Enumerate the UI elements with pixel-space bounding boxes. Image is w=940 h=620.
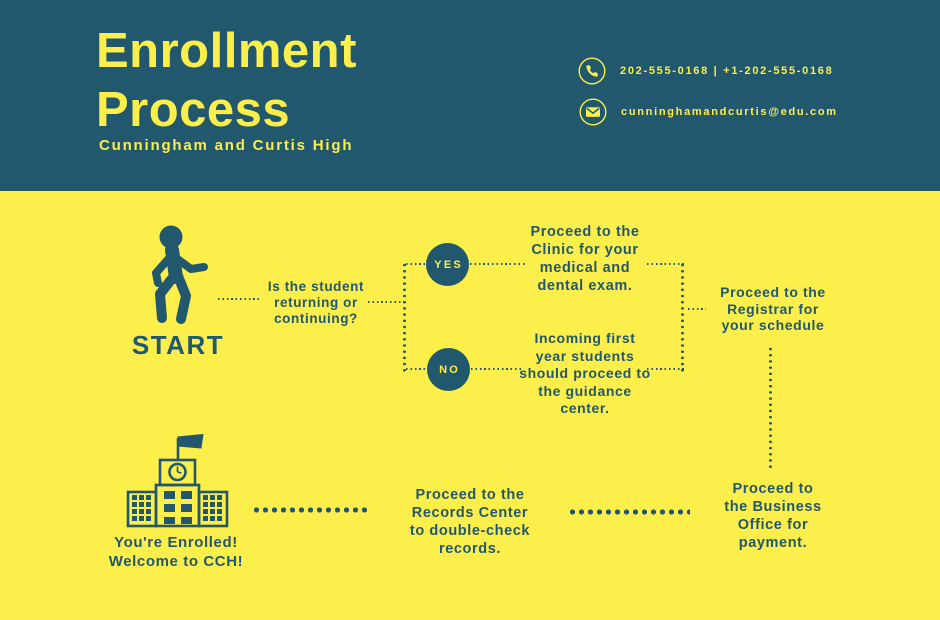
guidance-step-text: Incoming first year students should proc… (519, 330, 651, 416)
yes-node: YES (426, 243, 469, 286)
connector-start-question (218, 298, 260, 300)
connector-clinic-merge (647, 263, 684, 265)
connector-yes-clinic (470, 263, 526, 265)
header: Enrollment Process Cunningham and Curtis… (0, 0, 940, 191)
school-building-icon (126, 434, 229, 528)
page-subtitle: Cunningham and Curtis High (99, 137, 354, 154)
phone-number: 202-555-0168 | +1-202-555-0168 (620, 65, 834, 77)
connector-business-records (568, 509, 690, 515)
phone-contact: 202-555-0168 | +1-202-555-0168 (578, 57, 833, 85)
page-title: Enrollment Process (96, 24, 357, 137)
branch-bracket-left (403, 262, 406, 372)
connector-branch-no (406, 368, 428, 370)
question-text: Is the student returning or continuing? (267, 279, 365, 326)
no-node: NO (427, 348, 470, 391)
mail-icon (579, 98, 607, 126)
business-step-text: Proceed to the Business Office for payme… (724, 481, 822, 551)
connector-branch-yes (406, 263, 428, 265)
connector-records-enrolled (252, 507, 370, 513)
clinic-step-text: Proceed to the Clinic for your medical a… (530, 224, 640, 294)
connector-registrar-business (769, 346, 772, 470)
records-step-text: Proceed to the Records Center to double-… (409, 487, 531, 557)
start-label: START (131, 330, 225, 360)
connector-merge-registrar (688, 308, 706, 310)
enrolled-message: You're Enrolled! Welcome to CCH! (108, 534, 244, 570)
connector-no-guidance (471, 368, 523, 370)
walking-person-icon (152, 225, 208, 324)
registrar-step-text: Proceed to the Registrar for your schedu… (720, 284, 826, 333)
merge-bracket-right (681, 262, 684, 372)
email-contact: cunninghamandcurtis@edu.com (579, 98, 838, 126)
connector-guidance-merge (647, 368, 684, 370)
connector-question-branch (368, 301, 406, 303)
phone-icon (578, 57, 606, 85)
email-address: cunninghamandcurtis@edu.com (621, 106, 838, 118)
